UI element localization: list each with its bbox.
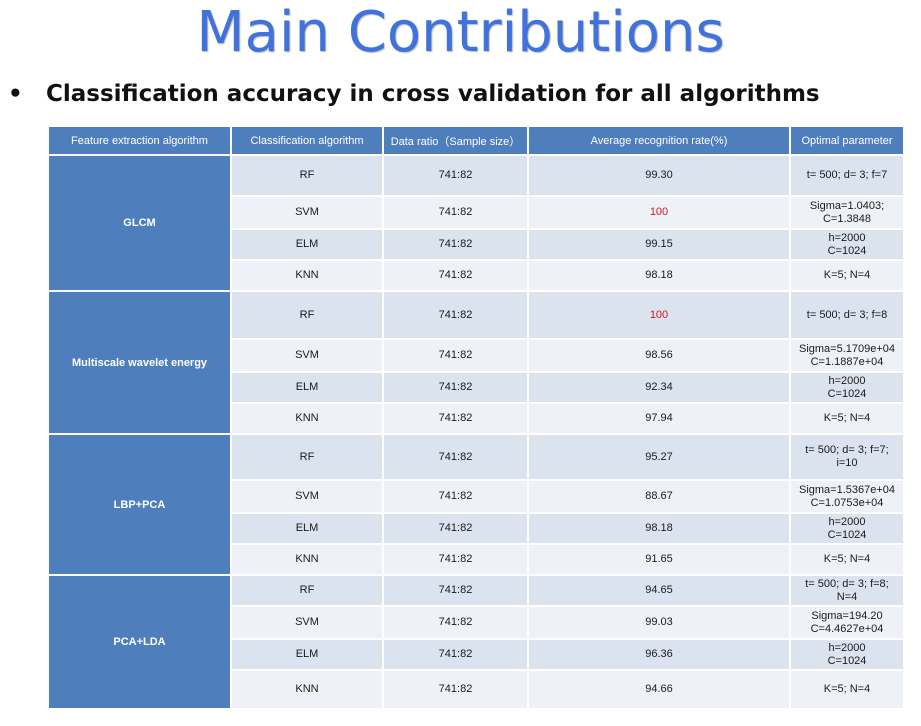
recognition-rate-cell: 95.27 — [527, 433, 791, 481]
classifier-cell: RF — [230, 290, 384, 340]
feature-extraction-cell: GLCM — [47, 154, 232, 292]
classifier-cell: KNN — [230, 259, 384, 292]
classifier-cell: KNN — [230, 402, 384, 435]
classifier-cell: ELM — [230, 371, 384, 404]
classifier-cell: SVM — [230, 195, 384, 230]
recognition-rate-cell: 99.03 — [527, 605, 791, 640]
classifier-cell: KNN — [230, 543, 384, 576]
data-ratio-cell: 741:82 — [382, 669, 529, 710]
classifier-cell: SVM — [230, 479, 384, 514]
recognition-rate-cell: 100 — [527, 195, 791, 230]
recognition-rate-cell: 92.34 — [527, 371, 791, 404]
recognition-rate-cell: 94.65 — [527, 574, 791, 607]
data-ratio-cell: 741:82 — [382, 338, 529, 373]
data-ratio-cell: 741:82 — [382, 259, 529, 292]
optimal-parameter-cell: K=5; N=4 — [789, 259, 905, 292]
optimal-parameter-cell: t= 500; d= 3; f=8 — [789, 290, 905, 340]
feature-extraction-cell: LBP+PCA — [47, 433, 232, 576]
table-row: KNN 741:82 91.65 K=5; N=4 — [48, 543, 905, 576]
classifier-cell: RF — [230, 574, 384, 607]
data-ratio-cell: 741:82 — [382, 638, 529, 671]
recognition-rate-cell: 91.65 — [527, 543, 791, 576]
data-ratio-cell: 741:82 — [382, 228, 529, 261]
classifier-cell: ELM — [230, 228, 384, 261]
data-ratio-cell: 741:82 — [382, 479, 529, 514]
table-row: SVM 741:82 98.56 Sigma=5.1709e+04 C=1.1887e… — [48, 338, 905, 373]
data-ratio-cell: 741:82 — [382, 195, 529, 230]
table-header-row: Feature extraction algorithm Classificat… — [47, 125, 905, 156]
optimal-parameter-cell: K=5; N=4 — [789, 543, 905, 576]
data-ratio-cell: 741:82 — [382, 290, 529, 340]
table-body: GLCM RF 741:82 99.30 t= 500; d= 3; f=7 SVM 741… — [47, 154, 905, 710]
optimal-parameter-cell: Sigma=1.0403; C=1.3848 — [789, 195, 905, 230]
data-ratio-cell: 741:82 — [382, 433, 529, 481]
recognition-rate-cell: 98.56 — [527, 338, 791, 373]
optimal-parameter-cell: Sigma=5.1709e+04 C=1.1887e+04 — [789, 338, 905, 373]
recognition-rate-cell: 99.15 — [527, 228, 791, 261]
optimal-parameter-cell: Sigma=194.20 C=4.4627e+04 — [789, 605, 905, 640]
table-row: SVM 741:82 88.67 Sigma=1.5367e+04 C=1.0753e… — [48, 479, 905, 514]
classifier-cell: RF — [230, 154, 384, 197]
classifier-cell: SVM — [230, 605, 384, 640]
table-row: KNN 741:82 98.18 K=5; N=4 — [48, 259, 905, 292]
header-data-ratio: Data ratio（Sample size） — [382, 125, 529, 156]
feature-extraction-cell: Multiscale wavelet energy — [47, 290, 232, 435]
table-row: Multiscale wavelet energy RF 741:82 100 t= 5… — [47, 290, 905, 435]
data-ratio-cell: 741:82 — [382, 574, 529, 607]
feature-extraction-cell: PCA+LDA — [47, 574, 232, 710]
slide-title: Main Contributions — [196, 0, 725, 65]
optimal-parameter-cell: K=5; N=4 — [789, 402, 905, 435]
table-row: KNN 741:82 94.66 K=5; N=4 — [48, 669, 905, 710]
classifier-cell: RF — [230, 433, 384, 481]
recognition-rate-cell: 100 — [527, 290, 791, 340]
table-row: SVM 741:82 99.03 Sigma=194.20 C=4.4627e+04 — [48, 605, 905, 640]
table-row: ELM 741:82 98.18 h=2000 C=1024 — [48, 512, 905, 545]
table-row: PCA+LDA RF 741:82 94.65 t= 500; d= 3; f=8; N… — [47, 574, 905, 710]
subtitle-text: Classification accuracy in cross validat… — [46, 81, 820, 107]
optimal-parameter-cell: h=2000 C=1024 — [789, 638, 905, 671]
optimal-parameter-cell: h=2000 C=1024 — [789, 228, 905, 261]
header-feature-extraction: Feature extraction algorithm — [47, 125, 232, 156]
header-recognition-rate: Average recognition rate(%) — [527, 125, 791, 156]
recognition-rate-cell: 99.30 — [527, 154, 791, 197]
data-ratio-cell: 741:82 — [382, 402, 529, 435]
recognition-rate-cell: 88.67 — [527, 479, 791, 514]
optimal-parameter-cell: Sigma=1.5367e+04 C=1.0753e+04 — [789, 479, 905, 514]
data-ratio-cell: 741:82 — [382, 605, 529, 640]
table-row: GLCM RF 741:82 99.30 t= 500; d= 3; f=7 — [47, 154, 905, 292]
table-row: ELM 741:82 99.15 h=2000 C=1024 — [48, 228, 905, 261]
optimal-parameter-cell: h=2000 C=1024 — [789, 512, 905, 545]
data-ratio-cell: 741:82 — [382, 371, 529, 404]
data-ratio-cell: 741:82 — [382, 512, 529, 545]
recognition-rate-cell: 94.66 — [527, 669, 791, 710]
header-classification: Classification algorithm — [230, 125, 384, 156]
header-optimal-parameter: Optimal parameter — [789, 125, 905, 156]
classifier-cell: KNN — [230, 669, 384, 710]
table-row: LBP+PCA RF 741:82 95.27 t= 500; d= 3; f=7; i… — [47, 433, 905, 576]
optimal-parameter-cell: t= 500; d= 3; f=8; N=4 — [789, 574, 905, 607]
table-row: KNN 741:82 97.94 K=5; N=4 — [48, 402, 905, 435]
recognition-rate-cell: 96.36 — [527, 638, 791, 671]
table-row: SVM 741:82 100 Sigma=1.0403; C=1.3848 — [48, 195, 905, 230]
data-ratio-cell: 741:82 — [382, 543, 529, 576]
recognition-rate-cell: 98.18 — [527, 259, 791, 292]
recognition-rate-cell: 97.94 — [527, 402, 791, 435]
recognition-rate-cell: 98.18 — [527, 512, 791, 545]
classifier-cell: ELM — [230, 638, 384, 671]
table-row: ELM 741:82 92.34 h=2000 C=1024 — [48, 371, 905, 404]
optimal-parameter-cell: K=5; N=4 — [789, 669, 905, 710]
results-table: Feature extraction algorithm Classificat… — [47, 125, 905, 710]
data-ratio-cell: 741:82 — [382, 154, 529, 197]
subtitle-line: • Classification accuracy in cross valid… — [8, 76, 908, 112]
bullet-icon: • — [8, 81, 23, 107]
classifier-cell: ELM — [230, 512, 384, 545]
optimal-parameter-cell: t= 500; d= 3; f=7 — [789, 154, 905, 197]
optimal-parameter-cell: h=2000 C=1024 — [789, 371, 905, 404]
optimal-parameter-cell: t= 500; d= 3; f=7; i=10 — [789, 433, 905, 481]
table-row: ELM 741:82 96.36 h=2000 C=1024 — [48, 638, 905, 671]
classifier-cell: SVM — [230, 338, 384, 373]
